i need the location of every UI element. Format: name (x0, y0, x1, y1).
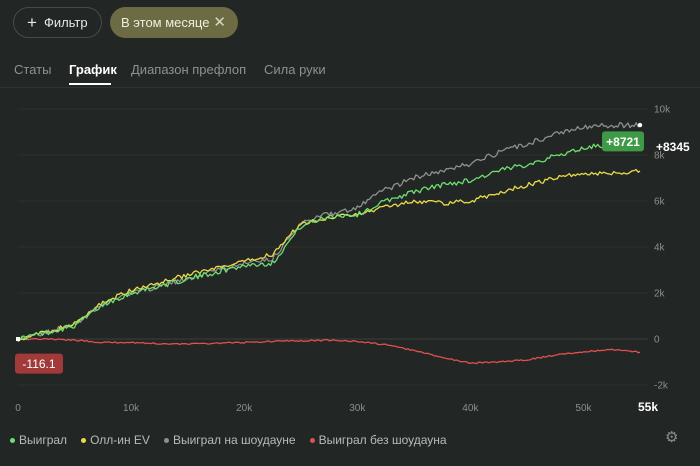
results-chart[interactable]: 10k 8k 6k 4k 2k 0 -2k 0 10k 20k 30k 40k 50k 55k +8345 +… (0, 95, 700, 420)
filter-button-label: Фильтр (43, 15, 88, 30)
tab-hand-strength[interactable]: Сила руки (264, 62, 326, 77)
legend-dot (163, 437, 169, 443)
end-badge-non-showdown (15, 353, 63, 374)
y-tick-label: 8k (654, 151, 666, 162)
y-tick-label: 2k (654, 289, 666, 300)
legend-dot (10, 437, 15, 443)
x-tick-label: 20k (236, 403, 253, 414)
filter-bar: + Фильтр В этом месяце ✕ (0, 0, 700, 46)
close-icon[interactable]: ✕ (213, 14, 226, 31)
x-tick-label: 55k (638, 400, 658, 414)
legend-dot (309, 437, 315, 443)
series-line-1 (17, 168, 641, 342)
end-marker-showdown (637, 122, 643, 128)
y-tick-label: 0 (654, 335, 660, 346)
active-filter-chip-label: В этом месяце (121, 15, 210, 30)
x-tick-label: 50k (575, 403, 592, 414)
x-tick-label: 40k (462, 403, 479, 414)
legend-item-showdown[interactable]: Выиграл на шоудауне (163, 432, 296, 448)
end-badge-won (602, 131, 644, 152)
series-line-0 (17, 136, 641, 343)
y-tick-label: -2k (654, 381, 669, 392)
active-filter-chip[interactable]: В этом месяце ✕ (110, 7, 238, 38)
series-line-3 (17, 337, 641, 365)
tab-stats[interactable]: Статы (14, 62, 52, 77)
x-tick-label: 10k (123, 403, 140, 414)
end-label-won: +8721 (606, 135, 640, 149)
legend-label: Выиграл на шоудауне (172, 433, 296, 447)
end-label-non-showdown: -116.1 (22, 357, 55, 371)
tab-preflop-range[interactable]: Диапазон префлоп (131, 62, 247, 77)
start-marker (16, 337, 20, 341)
legend-dot (81, 437, 87, 443)
legend-item-won[interactable]: Выиграл (10, 432, 67, 448)
gear-icon[interactable]: ⚙ (665, 429, 679, 446)
filter-button[interactable]: + Фильтр (13, 7, 102, 38)
tab-graph[interactable]: График (69, 62, 117, 77)
tab-bar: Статы График Диапазон префлоп Сила руки (0, 60, 700, 88)
y-tick-label: 6k (654, 197, 666, 208)
active-tab-indicator (69, 83, 111, 85)
x-tick-label: 0 (15, 403, 21, 414)
legend-item-allin-ev[interactable]: Олл-ин EV (81, 432, 150, 448)
plus-icon: + (27, 13, 37, 32)
y-tick-label: 4k (654, 243, 666, 254)
legend-label: Олл-ин EV (90, 433, 150, 447)
chart-legend: Выиграл Олл-ин EV Выиграл на шоудауне Вы… (10, 432, 461, 448)
y-tick-label: 10k (654, 105, 671, 116)
legend-label: Выиграл (19, 433, 68, 447)
end-label-showdown: +8345 (656, 140, 690, 154)
legend-label: Выиграл без шоудауна (318, 433, 447, 447)
x-tick-label: 30k (349, 403, 366, 414)
series-line-2 (17, 121, 641, 343)
legend-item-non-showdown[interactable]: Выиграл без шоудауна (309, 432, 447, 448)
